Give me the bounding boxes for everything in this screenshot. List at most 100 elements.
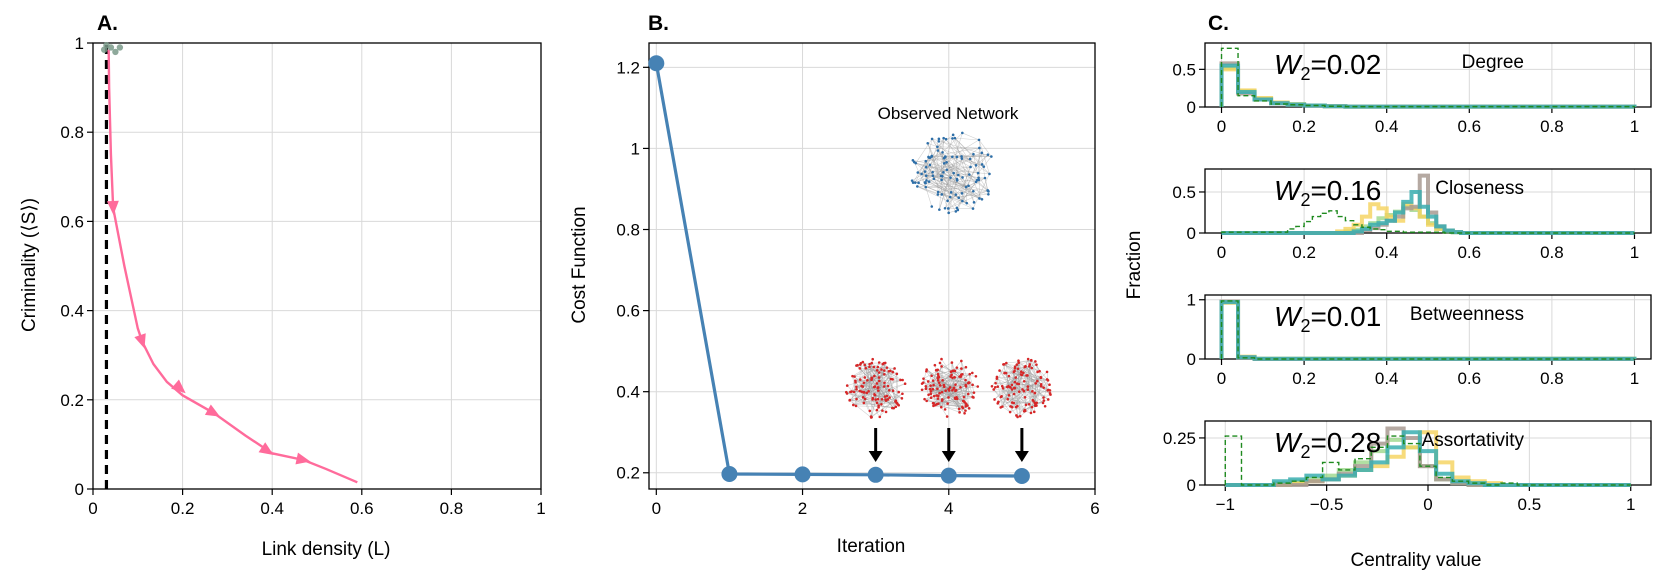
network-edge	[946, 169, 990, 175]
network-edge	[921, 164, 931, 175]
network-node	[945, 415, 949, 418]
network-node	[956, 208, 960, 212]
network-edge	[930, 385, 935, 397]
network-edge	[950, 371, 970, 375]
network-node	[964, 185, 968, 189]
network-node	[1032, 410, 1036, 414]
network-edge	[1017, 383, 1042, 387]
panel-label-b: B.	[648, 12, 669, 35]
network-edge	[961, 177, 986, 194]
panel-b-ytick-label: 0.4	[616, 383, 640, 402]
network-node	[971, 383, 974, 387]
network-node	[929, 396, 933, 400]
panel-a-xtick-label: 0	[88, 499, 97, 518]
network-edge	[939, 132, 963, 210]
panel-b-xtick-label: 6	[1090, 499, 1099, 518]
network-edge	[924, 182, 969, 187]
observed-network-label: Observed Network	[878, 104, 1019, 123]
network-edge	[937, 146, 980, 149]
network-edge	[930, 371, 952, 386]
network-node	[978, 197, 981, 200]
network-node	[870, 361, 874, 365]
network-edge	[869, 366, 899, 393]
network-edge	[855, 380, 857, 406]
network-edge	[937, 380, 955, 389]
network-edge	[937, 382, 970, 390]
network-edge	[954, 137, 980, 141]
network-node	[894, 405, 898, 409]
network-node	[1017, 382, 1021, 386]
network-node	[944, 155, 947, 158]
network-edge	[940, 138, 953, 176]
network-node	[1014, 376, 1018, 379]
network-node	[947, 207, 950, 210]
network-edge	[943, 384, 963, 408]
network-node	[999, 406, 1003, 409]
panel-label-c: C.	[1208, 12, 1229, 35]
network-edge	[926, 180, 959, 198]
network-node	[883, 381, 886, 385]
network-edge	[925, 388, 974, 398]
network-node	[941, 151, 944, 154]
network-edge	[995, 380, 1049, 384]
network-node	[951, 389, 954, 392]
network-edge	[1018, 362, 1036, 406]
network-node	[967, 184, 970, 188]
network-edge	[1017, 368, 1020, 385]
subplot-betweenness-xtick-label: 0	[1217, 369, 1226, 388]
network-edge	[861, 391, 871, 411]
network-node	[1005, 385, 1009, 389]
network-node	[955, 366, 959, 369]
network-node	[882, 385, 886, 388]
network-edge	[854, 376, 875, 395]
network-edge	[1028, 366, 1032, 413]
network-node	[952, 386, 956, 390]
network-node	[937, 381, 941, 385]
network-edge	[1016, 383, 1021, 417]
network-node	[1043, 404, 1047, 408]
network-node	[961, 131, 964, 135]
network-edge	[863, 392, 896, 401]
network-node	[860, 390, 864, 393]
network-node	[872, 385, 876, 389]
network-edge	[1017, 377, 1042, 384]
network-node	[936, 193, 940, 196]
network-edge	[996, 378, 1025, 392]
network-edge	[1014, 359, 1032, 368]
network-node	[943, 206, 947, 210]
network-edge	[932, 388, 974, 398]
network-edge	[862, 386, 879, 400]
network-edge	[864, 364, 875, 395]
network-node	[1005, 361, 1008, 365]
network-node	[947, 211, 950, 215]
network-node	[928, 387, 932, 391]
network-node	[936, 190, 940, 194]
network-node	[954, 383, 957, 386]
subplot-closeness-xtick-label: 0.6	[1457, 243, 1481, 262]
network-edge	[998, 401, 1013, 403]
network-edge	[1042, 380, 1049, 403]
network-edge	[937, 384, 956, 399]
network-edge	[915, 172, 944, 183]
network-edge	[930, 382, 970, 386]
network-edge	[1013, 371, 1018, 417]
network-edge	[863, 370, 885, 393]
network-edge	[1004, 372, 1028, 376]
network-edge	[896, 373, 899, 405]
network-edge	[995, 382, 1013, 386]
network-edge	[975, 154, 989, 166]
network-edge	[926, 371, 948, 404]
network-node	[936, 379, 940, 382]
network-node	[940, 399, 944, 402]
network-edge	[933, 377, 939, 404]
network-node	[1008, 410, 1012, 414]
network-edge	[926, 175, 951, 178]
network-node	[987, 192, 990, 196]
network-edge	[925, 138, 933, 168]
network-edge	[864, 364, 883, 400]
network-edge	[993, 389, 1013, 408]
network-node	[929, 392, 933, 396]
network-node	[1006, 397, 1009, 401]
network-node	[913, 181, 917, 184]
network-node	[937, 137, 941, 141]
